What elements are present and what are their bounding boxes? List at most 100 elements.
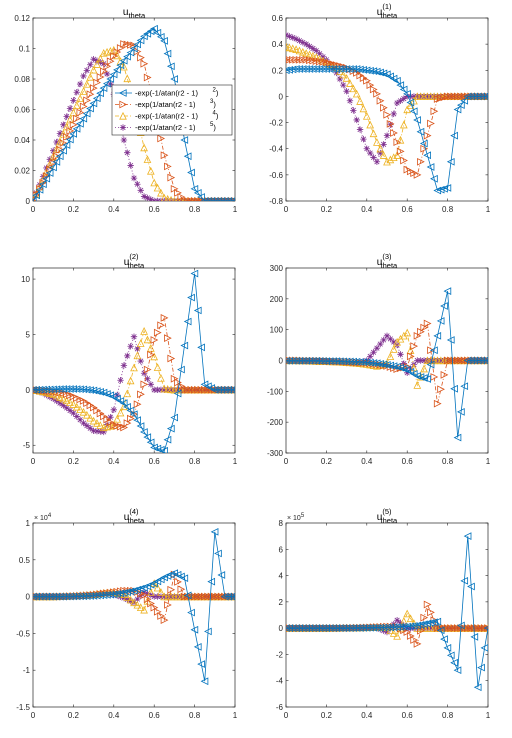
data-point [130, 333, 138, 340]
x-tick-label: 0.2 [68, 457, 80, 466]
data-point [76, 108, 85, 117]
data-point [56, 399, 64, 407]
data-point [130, 174, 138, 182]
data-point [164, 162, 172, 171]
data-point [333, 69, 340, 77]
data-point [86, 413, 95, 422]
data-point [220, 197, 229, 201]
legend-marker [119, 124, 127, 131]
data-point [33, 191, 41, 199]
y-tick-label: -0.5 [16, 629, 30, 638]
legend: -exp(-1/atan(r2 - 1) 2)-exp(1/atan(r2 - … [111, 84, 233, 136]
data-point [380, 103, 388, 112]
data-point [180, 136, 189, 144]
data-point [423, 619, 432, 628]
data-point [133, 40, 141, 49]
legend-superscript: 2 [213, 88, 217, 94]
y-tick-label: 0.08 [14, 75, 30, 84]
data-point [183, 591, 192, 600]
data-point [380, 141, 387, 148]
data-point [137, 357, 144, 365]
data-point [286, 33, 293, 40]
x-tick-label: 0 [31, 457, 36, 466]
data-point [383, 110, 392, 119]
data-point [123, 74, 132, 83]
data-point [70, 97, 77, 104]
data-point [352, 357, 361, 366]
data-point [136, 584, 145, 593]
data-point [409, 370, 418, 378]
y-tick-label: -200 [267, 418, 284, 427]
y-tick-label: 0.1 [19, 45, 31, 54]
data-point [404, 369, 411, 377]
data-point [83, 79, 91, 88]
data-point [356, 126, 364, 133]
data-point [440, 635, 448, 643]
data-point [193, 306, 202, 315]
data-point [369, 129, 378, 138]
data-point [437, 357, 445, 364]
data-point [153, 363, 162, 371]
panel-title: u(1) theta [377, 2, 398, 20]
data-point [164, 194, 171, 201]
data-point [160, 37, 168, 45]
data-point [306, 43, 313, 50]
axes-box [285, 522, 489, 708]
data-point [419, 374, 428, 382]
data-point [143, 335, 152, 344]
data-point [66, 105, 74, 112]
data-point [393, 631, 401, 640]
x-tick-label: 1 [233, 711, 238, 720]
data-point [144, 590, 151, 597]
data-point [203, 197, 212, 201]
data-point [49, 163, 57, 172]
x-tick-label: 0.8 [189, 711, 201, 720]
x-tick-label: 0.8 [442, 711, 454, 720]
legend-entry: -exp(-1/atan(r2 - 1) 2) [135, 88, 219, 98]
data-point [69, 120, 78, 129]
data-point [437, 385, 445, 394]
data-point [396, 81, 405, 89]
data-point [83, 410, 91, 419]
data-point [113, 590, 121, 598]
data-point [296, 37, 303, 44]
data-point [396, 363, 405, 372]
data-point [90, 55, 97, 63]
data-point [419, 620, 428, 629]
data-point [377, 340, 384, 348]
data-point [396, 135, 405, 144]
data-point [82, 385, 91, 394]
legend-entry: -exp(-1/atan(r2 - 1) 4) [135, 111, 219, 121]
data-point [409, 622, 418, 630]
y-tick-label: -2 [276, 650, 284, 659]
data-point [406, 367, 415, 376]
data-point [97, 428, 104, 435]
data-point [292, 45, 300, 53]
data-point [393, 151, 401, 159]
data-point [389, 629, 398, 637]
data-point [376, 96, 385, 105]
data-point [173, 389, 182, 398]
data-point [124, 596, 131, 603]
data-point [187, 293, 195, 302]
data-point [214, 549, 222, 558]
data-point [164, 601, 172, 609]
data-point [430, 174, 438, 183]
data-point [403, 609, 412, 618]
data-point [102, 591, 111, 599]
data-point [63, 133, 71, 141]
x-tick-label: 1 [233, 457, 238, 466]
data-point [353, 116, 360, 124]
data-point [450, 384, 458, 393]
data-point [92, 94, 101, 103]
data-point [420, 357, 428, 364]
data-point [100, 428, 107, 436]
data-point [143, 155, 152, 163]
data-point [387, 335, 394, 343]
data-point [426, 360, 435, 369]
data-point [160, 151, 169, 160]
panel-title: u(4) theta [124, 507, 145, 525]
data-point [363, 145, 370, 152]
data-point [123, 588, 131, 597]
